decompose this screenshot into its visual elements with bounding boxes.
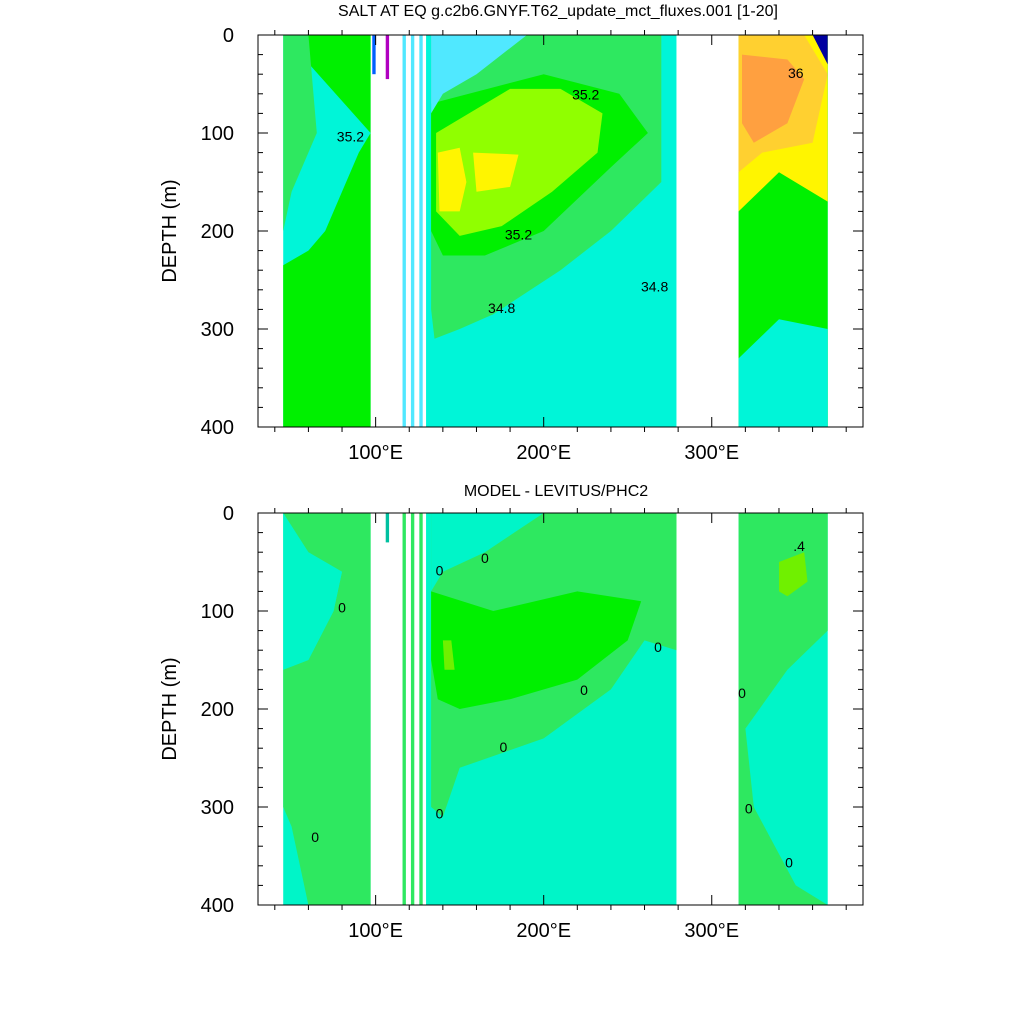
x-tick-label-1: 200°E [516, 442, 571, 464]
bottom-panel-ticks: 100°E 200°E 300°E 0 100 200 300 400 [201, 503, 863, 942]
diff-indian-zero [283, 513, 371, 905]
contour-label-2: 36 [788, 65, 804, 81]
top-panel-y-axis-label: DEPTH (m) [159, 179, 181, 282]
diff-pacific-pos [431, 591, 642, 709]
y-tick-label-0: 0 [223, 503, 234, 525]
y-tick-label-2: 200 [201, 699, 234, 721]
bottom-panel-contour-fill [283, 513, 828, 905]
contour-label-9: 0 [745, 801, 753, 817]
diff-atlantic-pos [779, 552, 808, 597]
diff-pacific-pos2 [442, 640, 455, 670]
contour-label-2: 0 [481, 550, 489, 566]
y-tick-label-3: 300 [201, 797, 234, 819]
contour-label-5: 34.8 [641, 279, 668, 295]
top-panel-contour-fill [283, 35, 828, 427]
contour-label-3: 0 [654, 639, 662, 655]
fresh-spike [372, 35, 376, 75]
y-tick-label-1: 100 [201, 601, 234, 623]
contour-label-7: 0 [311, 829, 319, 845]
top-panel-frame [257, 34, 864, 428]
bottom-panel-y-axis-label: DEPTH (m) [159, 657, 181, 760]
atlantic-max [742, 54, 805, 143]
pacific-core-a [437, 147, 467, 212]
y-tick-label-4: 400 [201, 417, 234, 439]
diff-strait-sliver-2 [419, 513, 423, 905]
contour-label-8: 0 [738, 685, 746, 701]
bottom-panel-contour-labels: 0 0 0 0 0 0 0 0 0 0 0 .4 [311, 538, 805, 871]
bottom-panel-title: MODEL - LEVITUS/PHC2 [464, 483, 648, 500]
y-tick-label-1: 100 [201, 123, 234, 145]
contour-label-0: 35.2 [337, 129, 364, 145]
pacific-mid-high [436, 88, 603, 236]
atlantic-river [812, 35, 828, 65]
x-tick-label-2: 300°E [684, 442, 739, 464]
contour-label-1: 35.2 [572, 86, 599, 102]
diff-spike [385, 513, 390, 543]
contour-label-3: 35.2 [505, 227, 532, 243]
contour-label-11: .4 [793, 538, 805, 554]
pacific-core-b [473, 152, 519, 192]
diff-atlantic-zero [738, 513, 828, 905]
y-tick-label-4: 400 [201, 895, 234, 917]
contour-label-0: 0 [338, 600, 346, 616]
top-panel-ticks: 100°E 200°E 300°E 0 100 200 300 400 [201, 25, 863, 464]
y-tick-label-0: 0 [223, 25, 234, 47]
bottom-panel-frame [257, 512, 864, 906]
x-tick-label-0: 100°E [348, 442, 403, 464]
indian-ocean-green [283, 35, 371, 427]
y-tick-label-2: 200 [201, 221, 234, 243]
contour-label-4: 0 [580, 682, 588, 698]
top-panel-contour-labels: 35.2 35.2 36 35.2 34.8 34.8 [337, 65, 804, 316]
bottom-difference-panel: MODEL - LEVITUS/PHC2 0 0 0 0 0 0 0 0 0 0 0 .4 100°E… [159, 483, 864, 942]
pacific-fresh-west [431, 35, 527, 114]
contour-label-6: 0 [436, 806, 444, 822]
strait-sliver-2 [419, 35, 423, 427]
strait-sliver-1 [410, 35, 415, 427]
diff-strait-sliver-0 [402, 513, 406, 905]
x-tick-label-2: 300°E [684, 920, 739, 942]
magenta-spike [385, 35, 390, 80]
y-tick-label-3: 300 [201, 319, 234, 341]
atlantic-deep [738, 319, 828, 427]
diff-pacific-neg-top [431, 513, 544, 592]
strait-sliver-0 [402, 35, 406, 427]
top-panel-title: SALT AT EQ g.c2b6.GNYF.T62_update_mct_fl… [338, 3, 778, 20]
top-salinity-panel: SALT AT EQ g.c2b6.GNYF.T62_update_mct_fl… [159, 3, 864, 464]
contour-label-4: 34.8 [488, 300, 515, 316]
diff-indian-neg [283, 513, 342, 670]
indian-ocean-upper [283, 35, 317, 231]
contour-label-5: 0 [499, 739, 507, 755]
contour-label-10: 0 [785, 855, 793, 871]
x-tick-label-1: 200°E [516, 920, 571, 942]
diff-strait-sliver-1 [410, 513, 415, 905]
contour-label-1: 0 [436, 563, 444, 579]
x-tick-label-0: 100°E [348, 920, 403, 942]
